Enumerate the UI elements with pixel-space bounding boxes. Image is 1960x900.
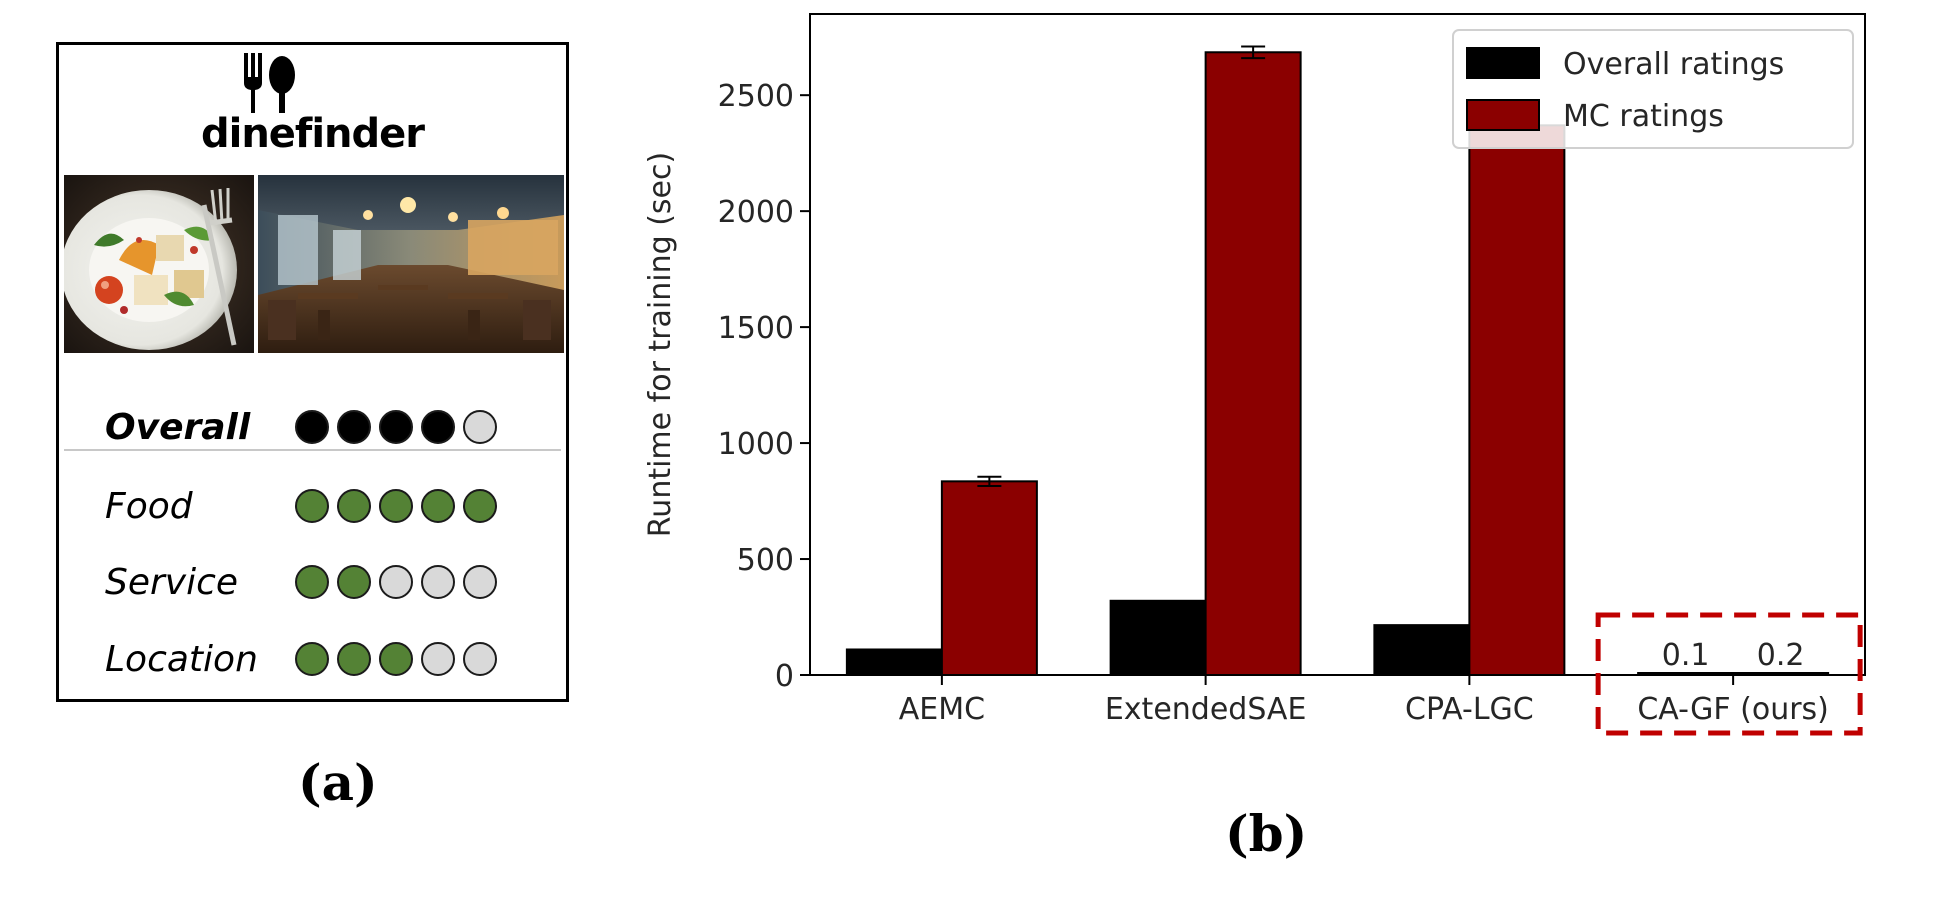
bar-overall bbox=[1109, 599, 1207, 677]
rating-dot-empty bbox=[421, 642, 455, 676]
rating-dots bbox=[295, 407, 535, 449]
legend-swatch bbox=[1466, 99, 1540, 131]
bar-mc bbox=[1732, 672, 1830, 676]
y-tick-label: 2500 bbox=[718, 79, 794, 114]
bar-mc bbox=[940, 480, 1038, 676]
food-photo bbox=[64, 175, 254, 353]
y-tick-label: 2000 bbox=[718, 195, 794, 230]
caption-a: (a) bbox=[298, 753, 378, 812]
rating-dot-filled bbox=[379, 642, 413, 676]
rating-dot-filled bbox=[421, 489, 455, 523]
x-tick-label: AEMC bbox=[899, 692, 985, 727]
rating-row-food: Food bbox=[105, 482, 545, 532]
rating-label: Overall bbox=[105, 407, 251, 448]
rating-dot-empty bbox=[379, 565, 413, 599]
rating-dot-filled bbox=[295, 489, 329, 523]
x-tick-label: CA-GF (ours) bbox=[1637, 692, 1829, 727]
highlight-box bbox=[1595, 612, 1863, 736]
rating-dot-empty bbox=[463, 565, 497, 599]
rating-dot-filled bbox=[421, 410, 455, 444]
runtime-bar-chart: 0 500 1000 1500 2000 2500 Runtime for training… bbox=[643, 13, 1866, 736]
rating-dot-filled bbox=[379, 489, 413, 523]
rating-dots bbox=[295, 486, 535, 528]
rating-row-service: Service bbox=[105, 558, 545, 608]
rating-dot-empty bbox=[463, 410, 497, 444]
rating-dot-filled bbox=[337, 642, 371, 676]
plot-frame bbox=[809, 13, 1866, 676]
logo: dinefinder bbox=[59, 53, 566, 173]
y-tick-label: 500 bbox=[737, 543, 794, 578]
fork-spoon-icon bbox=[244, 53, 295, 113]
y-tick-label: 1000 bbox=[718, 427, 794, 462]
bar-mc bbox=[1204, 51, 1302, 676]
rating-dot-filled bbox=[295, 410, 329, 444]
rating-label: Location bbox=[105, 639, 258, 680]
restaurant-card: dinefinder bbox=[56, 42, 569, 702]
y-tick-label: 0 bbox=[775, 659, 794, 694]
y-axis-label: Runtime for training (sec) bbox=[643, 152, 678, 537]
rating-row-overall: Overall bbox=[105, 403, 545, 453]
bar-mc bbox=[1468, 124, 1566, 677]
rating-dot-filled bbox=[295, 565, 329, 599]
rating-label: Food bbox=[105, 486, 193, 527]
bar-overall bbox=[1373, 624, 1471, 676]
photo-row bbox=[64, 175, 564, 353]
brand-name: dinefinder bbox=[200, 111, 425, 157]
bar-overall bbox=[845, 648, 943, 677]
x-tick-label: ExtendedSAE bbox=[1105, 692, 1307, 727]
value-annotation: 0.2 bbox=[1757, 638, 1805, 673]
rating-dots bbox=[295, 562, 535, 604]
rating-dot-empty bbox=[463, 642, 497, 676]
legend-label: MC ratings bbox=[1563, 99, 1724, 134]
legend-label: Overall ratings bbox=[1563, 47, 1784, 82]
divider bbox=[64, 449, 561, 451]
y-tick-label: 1500 bbox=[718, 311, 794, 346]
rating-row-location: Location bbox=[105, 635, 545, 685]
value-annotation: 0.1 bbox=[1662, 638, 1710, 673]
rating-label: Service bbox=[105, 562, 239, 603]
rating-dot-filled bbox=[463, 489, 497, 523]
rating-dot-filled bbox=[295, 642, 329, 676]
bar-overall bbox=[1637, 672, 1735, 676]
restaurant-interior-photo bbox=[258, 175, 564, 353]
legend bbox=[1452, 29, 1854, 149]
rating-dot-filled bbox=[337, 410, 371, 444]
rating-dots bbox=[295, 639, 535, 681]
rating-dot-filled bbox=[379, 410, 413, 444]
rating-dot-filled bbox=[337, 489, 371, 523]
legend-swatch bbox=[1466, 47, 1540, 79]
rating-dot-filled bbox=[337, 565, 371, 599]
rating-dot-empty bbox=[421, 565, 455, 599]
caption-b: (b) bbox=[1225, 804, 1308, 863]
x-tick-label: CPA-LGC bbox=[1405, 692, 1534, 727]
